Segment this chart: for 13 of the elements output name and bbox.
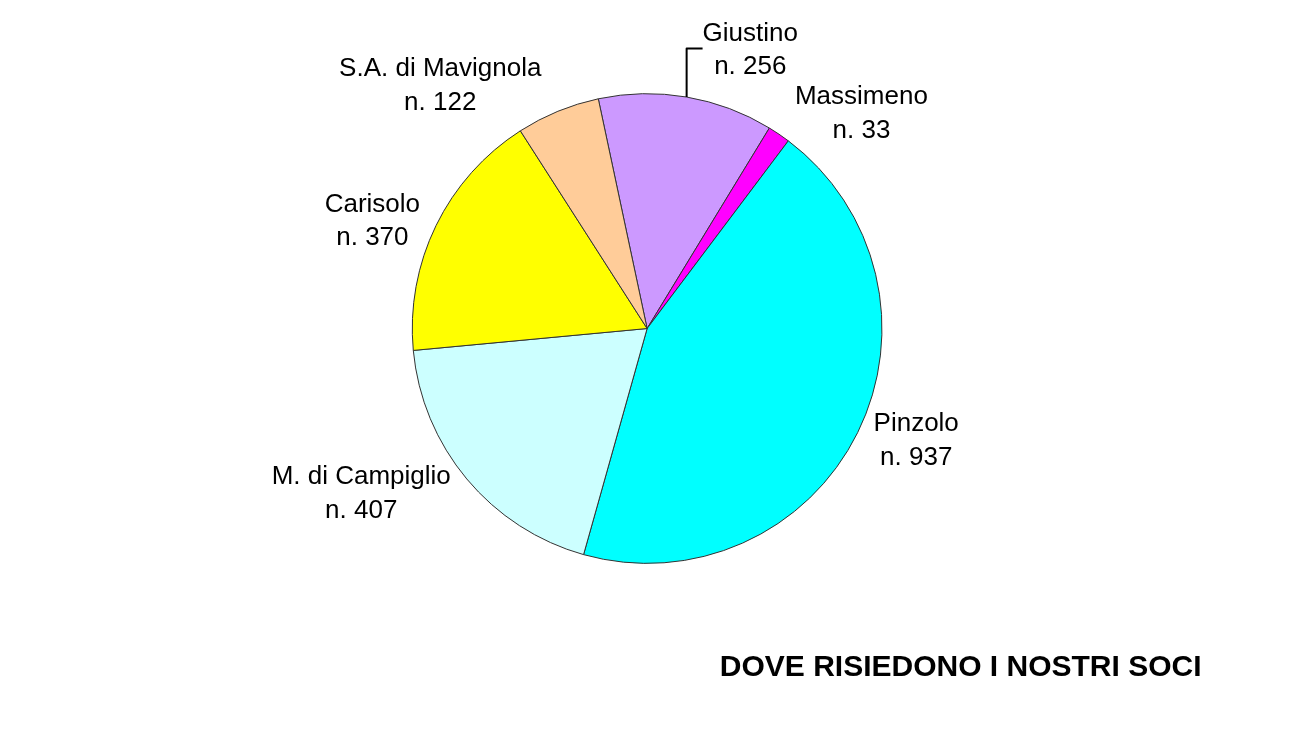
data-label: n. 370 xyxy=(336,221,409,252)
data-label: n. 407 xyxy=(325,493,398,524)
data-label: n. 33 xyxy=(832,114,891,145)
data-label: n. 937 xyxy=(880,440,953,471)
text: DOVE RISIEDONO I NOSTRI SOCI xyxy=(719,648,1202,682)
slice-label: M. di Campiglio xyxy=(271,460,451,491)
slice-label: Massimeno xyxy=(794,80,928,111)
slice-label: Pinzolo xyxy=(873,407,959,438)
slice-label: Giustino xyxy=(702,16,798,47)
data-label: n. 122 xyxy=(404,85,477,116)
slice-label: S.A. di Mavignola xyxy=(339,52,542,83)
slice-label: Carisolo xyxy=(324,187,421,218)
data-label: n. 256 xyxy=(714,50,787,81)
